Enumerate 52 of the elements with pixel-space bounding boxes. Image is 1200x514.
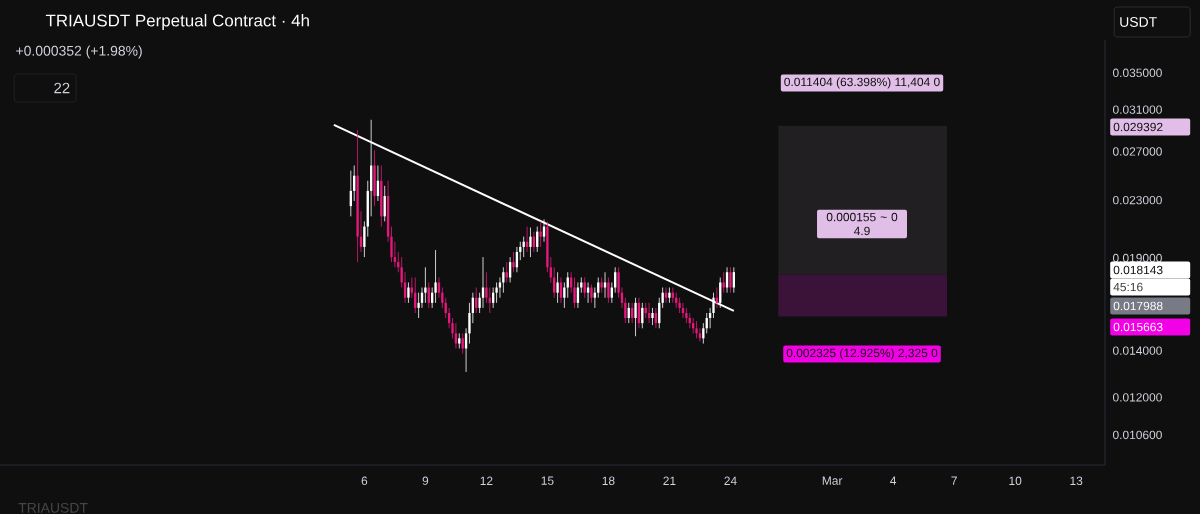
- candlestick: [539, 221, 542, 248]
- candlestick: [512, 251, 515, 273]
- x-tick-label: 15: [541, 476, 554, 485]
- candlestick: [607, 277, 610, 304]
- candlestick: [461, 332, 464, 355]
- x-tick-label: 18: [602, 476, 615, 485]
- annotation: 22: [54, 82, 70, 94]
- text: 0.017988: [1113, 301, 1163, 311]
- candlestick: [424, 266, 427, 304]
- text: 0.029392: [1113, 122, 1163, 132]
- annotation: 0.000155 ~ 0: [826, 212, 898, 222]
- annotation: 0.002325 (12.925%) 2,325 0: [786, 348, 938, 360]
- x-tick-label: 9: [422, 476, 429, 485]
- candlestick: [417, 292, 420, 319]
- x-tick-label: 13: [1070, 476, 1083, 485]
- candlestick: [590, 284, 593, 304]
- candlestick: [437, 277, 441, 299]
- annotation: 0.011404 (63.398%) 11,404 0: [784, 77, 940, 89]
- y-tick-label: 0.010600: [1112, 430, 1162, 440]
- text: USDT: [1120, 17, 1157, 27]
- y-tick-label: 0.023000: [1112, 195, 1162, 205]
- y-tick-label: 0.031000: [1112, 105, 1162, 114]
- text: 0.015663: [1113, 322, 1163, 332]
- text: 0.018143: [1113, 265, 1163, 275]
- x-tick-label: 4: [890, 476, 897, 485]
- candlestick: [434, 249, 437, 304]
- y-tick-label: 0.035000: [1112, 68, 1162, 78]
- annotation: 4.9: [853, 226, 870, 236]
- x-tick-label: 21: [663, 476, 676, 485]
- candlestick: [529, 227, 532, 258]
- y-tick-label: 0.027000: [1112, 147, 1162, 156]
- chart-title: TRIAUSDT Perpetual Contract · 4h: [45, 14, 309, 30]
- candlestick: [502, 266, 505, 294]
- text: TRIAUSDT: [18, 502, 88, 513]
- candlestick: [566, 271, 569, 299]
- x-tick-label: 7: [951, 476, 957, 485]
- chart-subtitle: +0.000352 (+1.98%): [16, 45, 142, 59]
- candlestick: [407, 282, 410, 304]
- x-tick-label: 10: [1009, 476, 1022, 485]
- x-tick-label: 12: [480, 476, 493, 485]
- y-tick-label: 0.012000: [1112, 393, 1162, 402]
- x-tick-label: Mar: [822, 476, 843, 485]
- candlestick: [729, 266, 732, 294]
- candlestick: [634, 297, 637, 337]
- candlestick: [583, 277, 586, 299]
- candlestick: [722, 271, 725, 294]
- x-tick-label: 6: [361, 476, 368, 485]
- text: 45:16: [1113, 282, 1143, 292]
- y-tick-label: 0.019000: [1112, 253, 1162, 263]
- y-tick-label: 0.014000: [1112, 346, 1162, 355]
- x-tick-label: 24: [724, 476, 737, 485]
- candlestick: [556, 271, 559, 304]
